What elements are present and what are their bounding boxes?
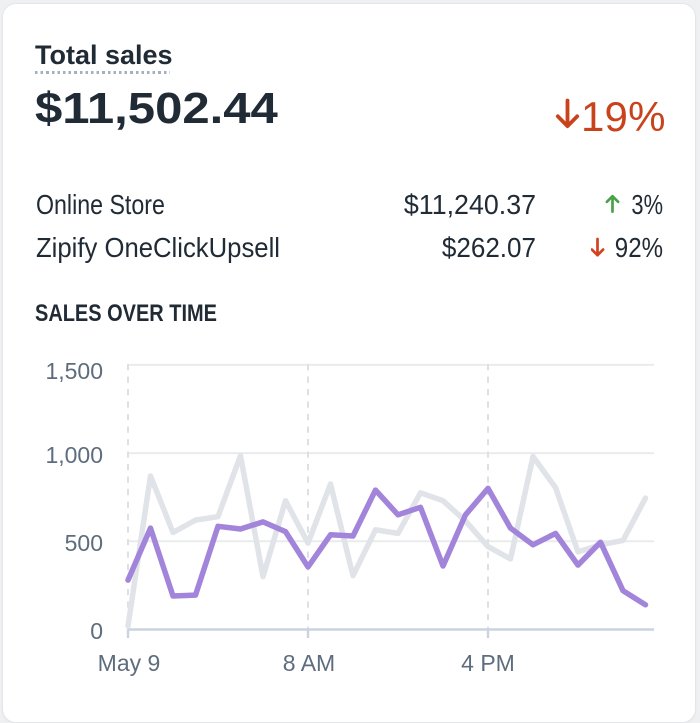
svg-text:1,500: 1,500	[45, 358, 103, 384]
svg-text:1,000: 1,000	[45, 442, 103, 468]
svg-text:0: 0	[90, 618, 103, 644]
svg-text:May 9: May 9	[98, 650, 161, 676]
svg-text:8 AM: 8 AM	[283, 650, 335, 676]
svg-text:500: 500	[65, 530, 103, 556]
svg-text:4 PM: 4 PM	[461, 650, 515, 676]
